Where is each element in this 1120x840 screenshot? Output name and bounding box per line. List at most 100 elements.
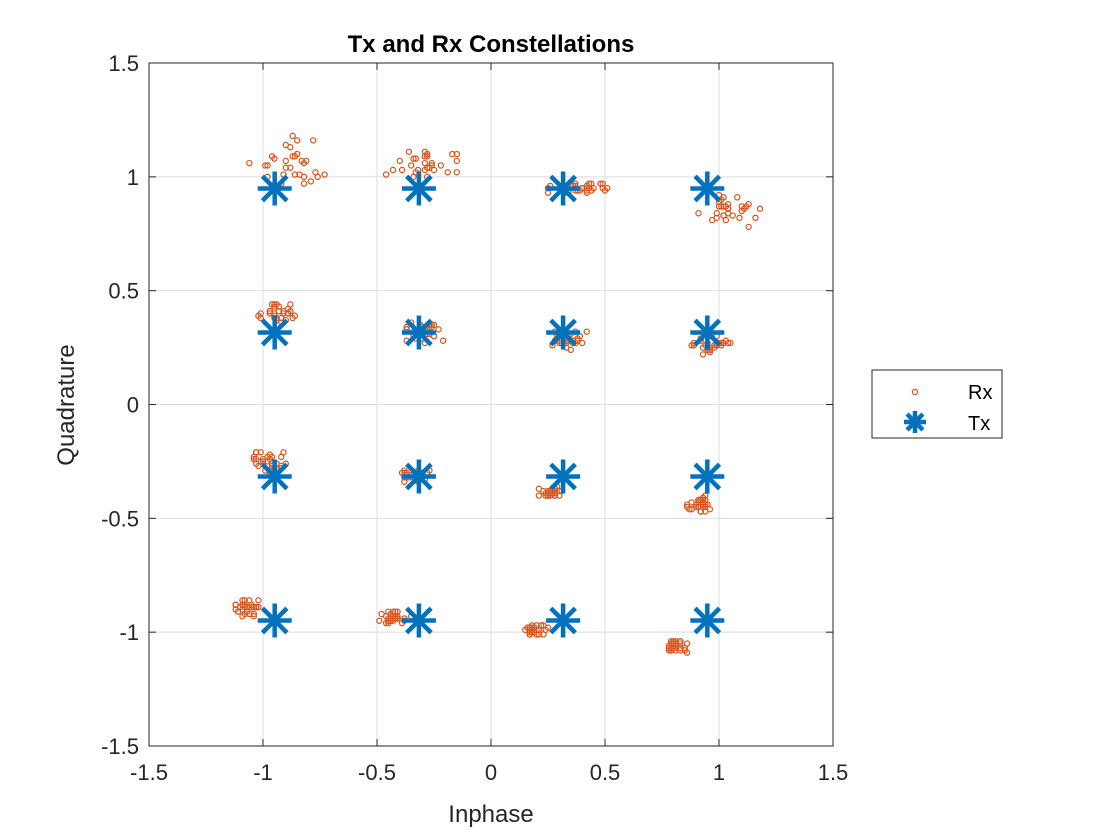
rx-point xyxy=(738,203,746,210)
tx-point xyxy=(401,603,436,638)
axis-ticks: -1.5 -1 -0.5 0 0.5 1 1.5 -1.5 -1 -0.5 0 0.5 1 1.5 xyxy=(101,51,848,785)
rx-point xyxy=(579,339,586,347)
legend-tx-asterisk xyxy=(904,411,926,433)
rx-point xyxy=(549,490,556,497)
tx-point xyxy=(257,603,292,638)
rx-point xyxy=(677,647,684,654)
rx-point xyxy=(387,610,394,618)
rx-point xyxy=(266,307,274,315)
rx-point xyxy=(309,137,317,144)
rx-point xyxy=(702,501,709,508)
rx-point xyxy=(289,314,296,322)
rx-point xyxy=(542,626,549,634)
rx-point xyxy=(738,207,746,215)
rx-point xyxy=(531,624,538,631)
rx-point xyxy=(275,307,283,315)
rx-point xyxy=(706,346,714,354)
rx-point xyxy=(724,339,732,347)
rx-point xyxy=(528,624,536,631)
y-tick-label: 0.5 xyxy=(108,279,139,304)
rx-point xyxy=(264,458,271,465)
rx-point xyxy=(444,169,451,176)
rx-point xyxy=(296,171,303,178)
rx-point xyxy=(250,453,258,461)
legend-tx-marker xyxy=(904,411,926,433)
rx-point xyxy=(252,603,260,611)
legend: Rx Tx xyxy=(871,369,1003,439)
rx-point xyxy=(713,210,720,217)
rx-point xyxy=(287,164,294,171)
x-tick-label: 1 xyxy=(713,760,725,785)
rx-point xyxy=(542,490,549,497)
tx-point xyxy=(690,171,725,206)
rx-point xyxy=(255,597,262,604)
x-tick-label: -1.5 xyxy=(130,760,168,785)
rx-point xyxy=(585,180,593,187)
rx-point xyxy=(599,180,606,187)
rx-point xyxy=(246,159,253,167)
rx-point xyxy=(382,171,390,178)
rx-point xyxy=(683,503,691,511)
tx-point xyxy=(257,171,292,206)
rx-point xyxy=(583,328,590,335)
rx-point xyxy=(387,617,394,624)
tx-point xyxy=(546,603,581,638)
tx-point xyxy=(546,171,581,206)
rx-point xyxy=(268,301,276,308)
rx-point xyxy=(683,640,691,647)
x-tick-label: -0.5 xyxy=(358,760,396,785)
rx-point xyxy=(241,603,248,611)
rx-point xyxy=(672,647,679,654)
rx-point xyxy=(722,203,730,210)
rx-point xyxy=(745,223,752,231)
rx-point xyxy=(670,638,677,645)
rx-point xyxy=(282,141,289,149)
rx-point xyxy=(289,153,296,160)
rx-point xyxy=(282,157,289,165)
y-tick-label: -0.5 xyxy=(101,506,139,531)
rx-point xyxy=(271,301,278,308)
x-tick-label: -1 xyxy=(253,760,273,785)
tx-point xyxy=(401,171,436,206)
x-tick-label: 1.5 xyxy=(818,760,849,785)
rx-point xyxy=(287,307,294,315)
y-tick-label: -1.5 xyxy=(101,734,139,759)
rx-point xyxy=(398,166,406,174)
y-tick-label: 1 xyxy=(127,165,139,190)
rx-point xyxy=(250,610,258,618)
rx-point xyxy=(695,210,702,217)
tx-point xyxy=(690,459,725,494)
rx-point xyxy=(715,203,723,210)
rx-point xyxy=(280,449,287,456)
rx-point xyxy=(756,205,764,212)
x-tick-label: 0 xyxy=(485,760,497,785)
rx-point xyxy=(307,178,315,185)
rx-point xyxy=(439,337,447,344)
rx-point xyxy=(291,171,299,178)
rx-point xyxy=(453,150,460,158)
rx-point xyxy=(268,153,276,160)
rx-point xyxy=(248,603,255,611)
rx-point xyxy=(385,617,392,624)
rx-point xyxy=(257,310,264,317)
rx-point xyxy=(720,212,727,219)
rx-point xyxy=(291,153,299,160)
rx-point xyxy=(262,162,269,169)
rx-point xyxy=(389,166,397,174)
rx-point xyxy=(667,638,675,645)
rx-point xyxy=(437,162,445,169)
rx-point xyxy=(403,323,410,331)
rx-point xyxy=(321,171,328,178)
rx-point xyxy=(535,492,543,499)
rx-point xyxy=(401,478,408,486)
rx-point xyxy=(752,214,759,222)
rx-point xyxy=(282,164,289,171)
rx-point xyxy=(250,603,258,611)
tx-point xyxy=(401,459,436,494)
rx-point xyxy=(567,346,575,354)
rx-point xyxy=(601,187,609,194)
rx-point xyxy=(688,499,695,506)
legend-box xyxy=(871,369,1003,439)
rx-point xyxy=(522,626,529,634)
rx-point xyxy=(736,214,743,222)
